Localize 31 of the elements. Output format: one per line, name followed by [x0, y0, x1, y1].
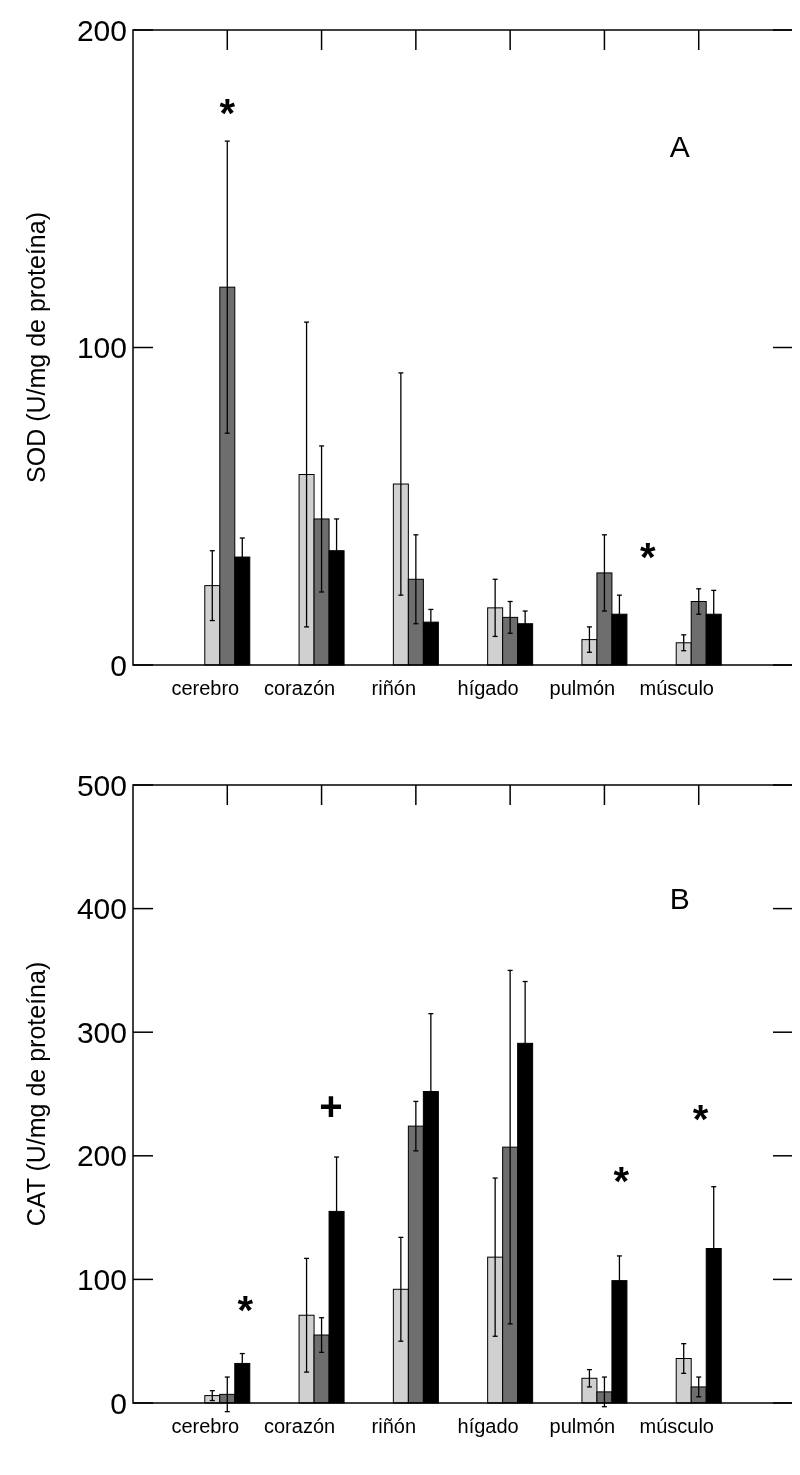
- y-tick-label: 400: [76, 892, 127, 926]
- y-tick-label: 100: [76, 331, 127, 364]
- y-axis-title: SOD (U/mg de proteína): [22, 212, 50, 483]
- y-tick-label: 200: [76, 13, 127, 47]
- x-tick-label: cerebro: [171, 1415, 240, 1437]
- annotation: +: [319, 1084, 343, 1129]
- annotation: *: [640, 535, 657, 580]
- x-tick-label: músculo: [639, 677, 714, 699]
- text: B: [669, 881, 690, 915]
- x-tick-label: pulmón: [549, 677, 616, 699]
- y-tick-label: 0: [110, 1386, 127, 1420]
- x-tick-label: corazón: [263, 677, 336, 699]
- x-tick-label: riñón: [371, 1415, 417, 1437]
- x-tick-label: hígado: [457, 677, 519, 699]
- x-tick-label: músculo: [639, 1415, 714, 1437]
- annotation: *: [613, 1158, 630, 1203]
- y-tick-label: 200: [76, 1139, 127, 1173]
- x-tick-label: cerebro: [171, 677, 240, 699]
- x-tick-label: corazón: [263, 1415, 336, 1437]
- y-tick-label: 500: [76, 768, 127, 802]
- annotation: *: [219, 90, 236, 135]
- x-tick-label: pulmón: [549, 1415, 616, 1437]
- annotation: *: [692, 1096, 709, 1141]
- y-axis-title: CAT (U/mg de proteína): [22, 961, 50, 1227]
- x-tick-label: hígado: [457, 1415, 519, 1437]
- y-tick-label: 300: [76, 1015, 127, 1049]
- x-tick-label: riñón: [371, 677, 417, 699]
- y-tick-label: 0: [110, 648, 127, 682]
- annotation: *: [237, 1288, 254, 1333]
- text: A: [669, 130, 690, 163]
- y-tick-label: 100: [76, 1262, 127, 1296]
